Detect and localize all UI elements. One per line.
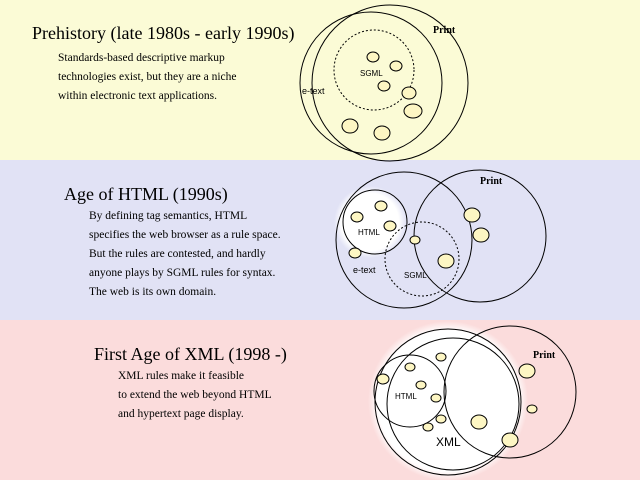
section-html-title: Age of HTML (1990s): [64, 184, 228, 204]
print-label: Print: [480, 176, 503, 187]
text-element: [463, 207, 481, 223]
etext-label: e-text: [353, 265, 376, 275]
text-element: [415, 380, 427, 390]
section-prehistory-line: Standards-based descriptive markup: [58, 52, 225, 64]
section-html-line: anyone plays by SGML rules for syntax.: [89, 267, 276, 279]
section-html-text: By defining tag semantics, HTML specifie…: [89, 207, 281, 302]
text-element: [526, 404, 538, 414]
section-prehistory-title: Prehistory (late 1980s - early 1990s): [32, 23, 295, 43]
text-element: [348, 247, 362, 259]
section-prehistory-band: [0, 0, 640, 160]
text-element: [437, 253, 455, 269]
section-html-band: [0, 160, 640, 320]
sgml-label: SGML: [404, 271, 427, 280]
etext-circle: [386, 337, 520, 471]
etext-circle: [335, 171, 473, 309]
text-element: [377, 80, 391, 92]
text-element: [376, 373, 390, 385]
section-xml-band: [0, 320, 640, 480]
xml-diagram: Print HTML XML: [368, 321, 577, 480]
etext-label: e-text: [302, 86, 325, 96]
text-element: [435, 352, 447, 362]
print-circle: [443, 325, 577, 459]
html-label: HTML: [395, 392, 417, 401]
section-xml-line: XML rules make it feasible: [118, 370, 245, 382]
text-element: [373, 125, 391, 141]
text-element: [472, 227, 490, 243]
html-glow: [334, 186, 406, 258]
print-label: Print: [533, 350, 556, 361]
text-element: [366, 51, 380, 63]
section-html-line: specifies the web browser as a rule spac…: [89, 229, 281, 241]
prehistory-diagram: Print e-text SGML: [299, 4, 469, 162]
text-element: [435, 414, 447, 424]
sgml-label: SGML: [360, 69, 383, 78]
html-diagram: Print e-text HTML SGML: [334, 169, 547, 309]
sgml-circle: [333, 29, 415, 111]
xml-glow: [368, 321, 528, 480]
section-prehistory-line: within electronic text applications.: [58, 90, 218, 102]
html-label: HTML: [358, 228, 380, 237]
text-element: [374, 200, 388, 212]
html-circle: [373, 354, 447, 428]
section-prehistory-text: Standards-based descriptive markup techn…: [58, 49, 237, 106]
print-label: Print: [433, 25, 456, 36]
section-xml-line: to extend the web beyond HTML: [118, 389, 272, 401]
text-element: [401, 86, 417, 100]
section-html-line: But the rules are contested, and hardly: [89, 248, 266, 260]
xml-label: XML: [436, 435, 461, 449]
text-element: [404, 362, 416, 372]
sgml-circle: [384, 221, 460, 297]
print-circle: [311, 4, 469, 162]
section-xml-text: XML rules make it feasible to extend the…: [118, 367, 272, 424]
etext-circle: [299, 11, 443, 155]
text-element: [383, 220, 397, 232]
text-element: [389, 60, 403, 72]
section-html-line: By defining tag semantics, HTML: [89, 210, 248, 222]
text-element: [341, 118, 359, 134]
text-element: [409, 235, 421, 245]
section-xml-title: First Age of XML (1998 -): [94, 344, 287, 364]
text-element: [501, 432, 519, 448]
html-circle: [342, 189, 408, 255]
text-element: [430, 393, 442, 403]
xml-circle: [374, 328, 522, 476]
section-prehistory-line: technologies exist, but they are a niche: [58, 71, 237, 83]
section-html-line: The web is its own domain.: [89, 286, 217, 298]
text-element: [470, 414, 488, 430]
text-element: [350, 211, 364, 223]
text-element: [403, 103, 423, 119]
text-element: [422, 422, 434, 432]
text-element: [518, 363, 536, 379]
section-xml-line: and hypertext page display.: [118, 408, 244, 420]
